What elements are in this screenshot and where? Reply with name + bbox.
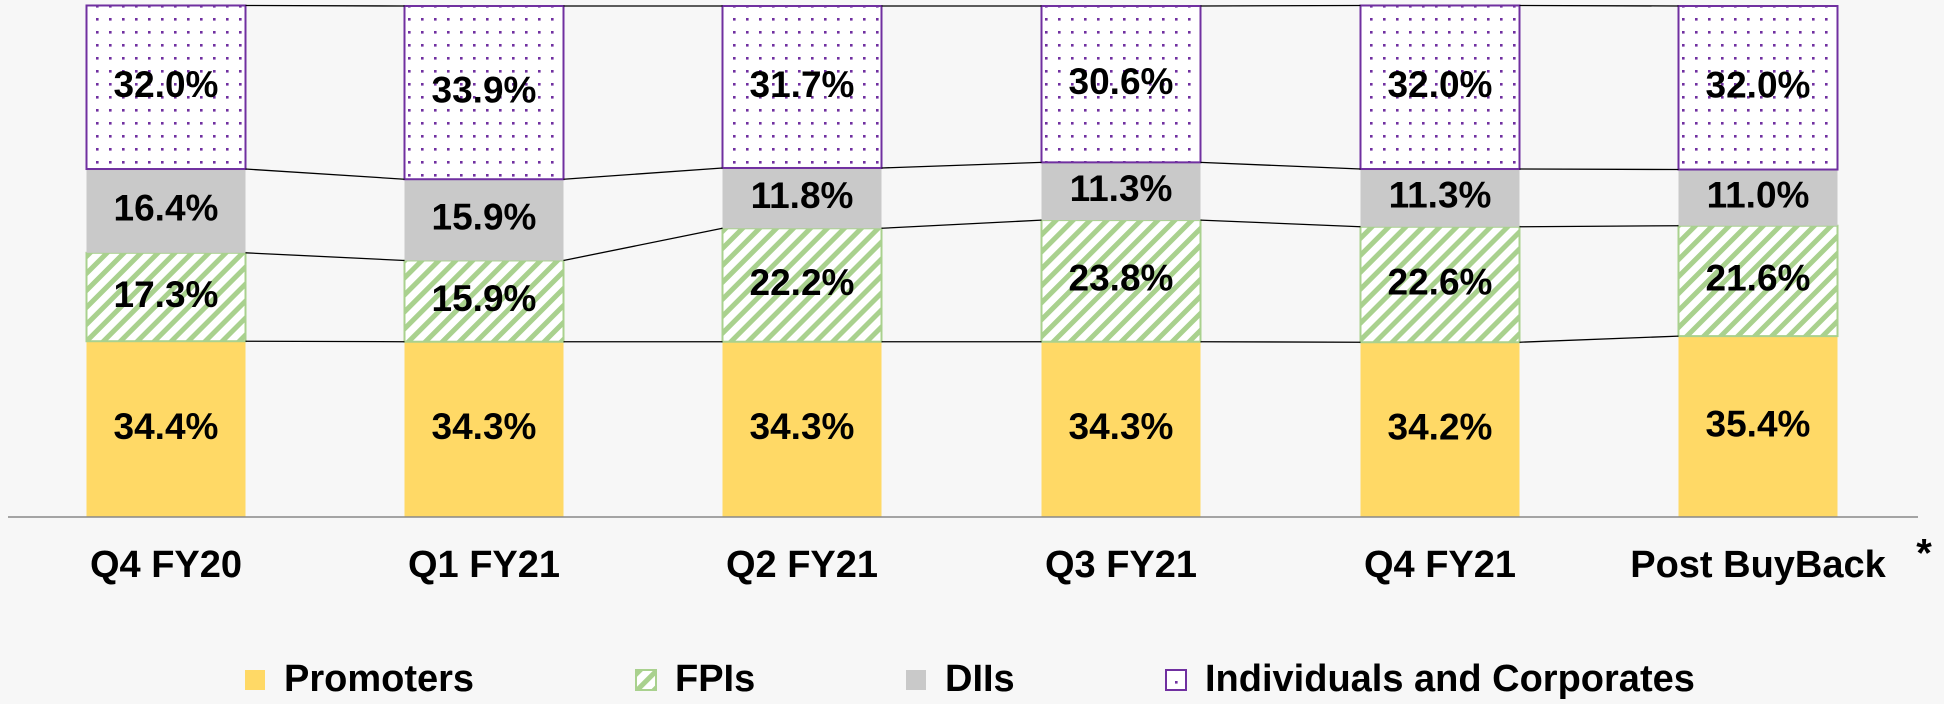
connector-line [1519, 225, 1679, 228]
connector-line [563, 167, 723, 180]
bar-segment [85, 4, 247, 171]
bar-segment [722, 341, 882, 517]
bar-segment [722, 167, 882, 229]
bar-segment [1359, 225, 1521, 344]
value-label: 22.6% [1388, 261, 1493, 302]
value-label: 34.3% [432, 406, 537, 447]
connector-line [563, 227, 723, 262]
bar-segment [404, 179, 564, 261]
connector-line [1200, 341, 1361, 343]
x-tick-label: Q4 FY21 [1364, 544, 1516, 586]
bar-segment [1678, 169, 1838, 226]
x-tick-label: Q3 FY21 [1045, 544, 1197, 586]
bar-segment [1040, 5, 1202, 164]
legend-label: Promoters [284, 658, 474, 700]
value-label: 15.9% [432, 197, 537, 238]
value-label: 34.3% [1069, 406, 1174, 447]
legend-swatch [245, 670, 265, 690]
value-label: 23.8% [1069, 258, 1174, 299]
value-label: 11.3% [1389, 175, 1492, 216]
connector-line [245, 168, 405, 180]
bar-segment [1040, 219, 1202, 343]
x-tick-label: Post BuyBack [1630, 544, 1886, 586]
legend-swatch [1165, 669, 1187, 691]
connector-line [245, 252, 405, 262]
value-label: 22.2% [750, 262, 855, 303]
bar-segment [721, 5, 883, 169]
value-label: 33.9% [432, 69, 537, 110]
bar-segment [1678, 336, 1838, 517]
bar-segment [1360, 169, 1520, 227]
bar-segment [85, 251, 247, 343]
x-tick-label: Q4 FY20 [90, 544, 242, 586]
value-label: 32.0% [114, 64, 219, 105]
bar-segment [1041, 341, 1201, 517]
legend-swatch [635, 669, 657, 691]
x-tick-label: Q1 FY21 [408, 544, 560, 586]
value-label: 32.0% [1706, 65, 1811, 106]
legend-swatch [906, 670, 926, 690]
value-label: 35.4% [1706, 403, 1811, 444]
bar-segment [1677, 5, 1839, 171]
bar-segment [86, 341, 246, 517]
bar-segment [1360, 342, 1520, 517]
value-label: 30.6% [1069, 61, 1174, 102]
value-label: 34.2% [1388, 406, 1493, 447]
value-label: 34.4% [114, 406, 219, 447]
connector-line [881, 161, 1042, 169]
connector-line [1200, 161, 1361, 170]
value-label: 17.3% [114, 274, 219, 315]
value-label: 11.3% [1070, 168, 1173, 209]
value-label: 11.8% [751, 175, 854, 216]
bar-segment [403, 5, 565, 181]
connector-line [1200, 219, 1361, 228]
connector-line [245, 4, 405, 7]
value-label: 21.6% [1706, 258, 1811, 299]
bar-segment [721, 227, 883, 343]
legend-label: FPIs [675, 658, 755, 700]
bar-segment [86, 169, 246, 253]
annotation: * [1916, 532, 1932, 576]
connector-line [1200, 4, 1361, 7]
value-label: 16.4% [114, 188, 219, 229]
bar-segment [1677, 224, 1839, 338]
x-tick-label: Q2 FY21 [726, 544, 878, 586]
value-label: 11.0% [1707, 174, 1810, 215]
connector-line [881, 219, 1042, 229]
bar-segment [404, 341, 564, 517]
value-label: 32.0% [1388, 64, 1493, 105]
value-label: 34.3% [750, 406, 855, 447]
connector-line [1519, 168, 1679, 171]
value-label: 15.9% [432, 278, 537, 319]
value-label: 31.7% [750, 64, 855, 105]
connector-line [245, 340, 405, 343]
connector-line [1519, 4, 1679, 7]
legend-label: Individuals and Corporates [1205, 658, 1695, 700]
bar-segment [1041, 162, 1201, 221]
legend-label: DIIs [945, 658, 1015, 700]
bar-segment [1359, 4, 1521, 171]
connector-line [1519, 335, 1679, 343]
